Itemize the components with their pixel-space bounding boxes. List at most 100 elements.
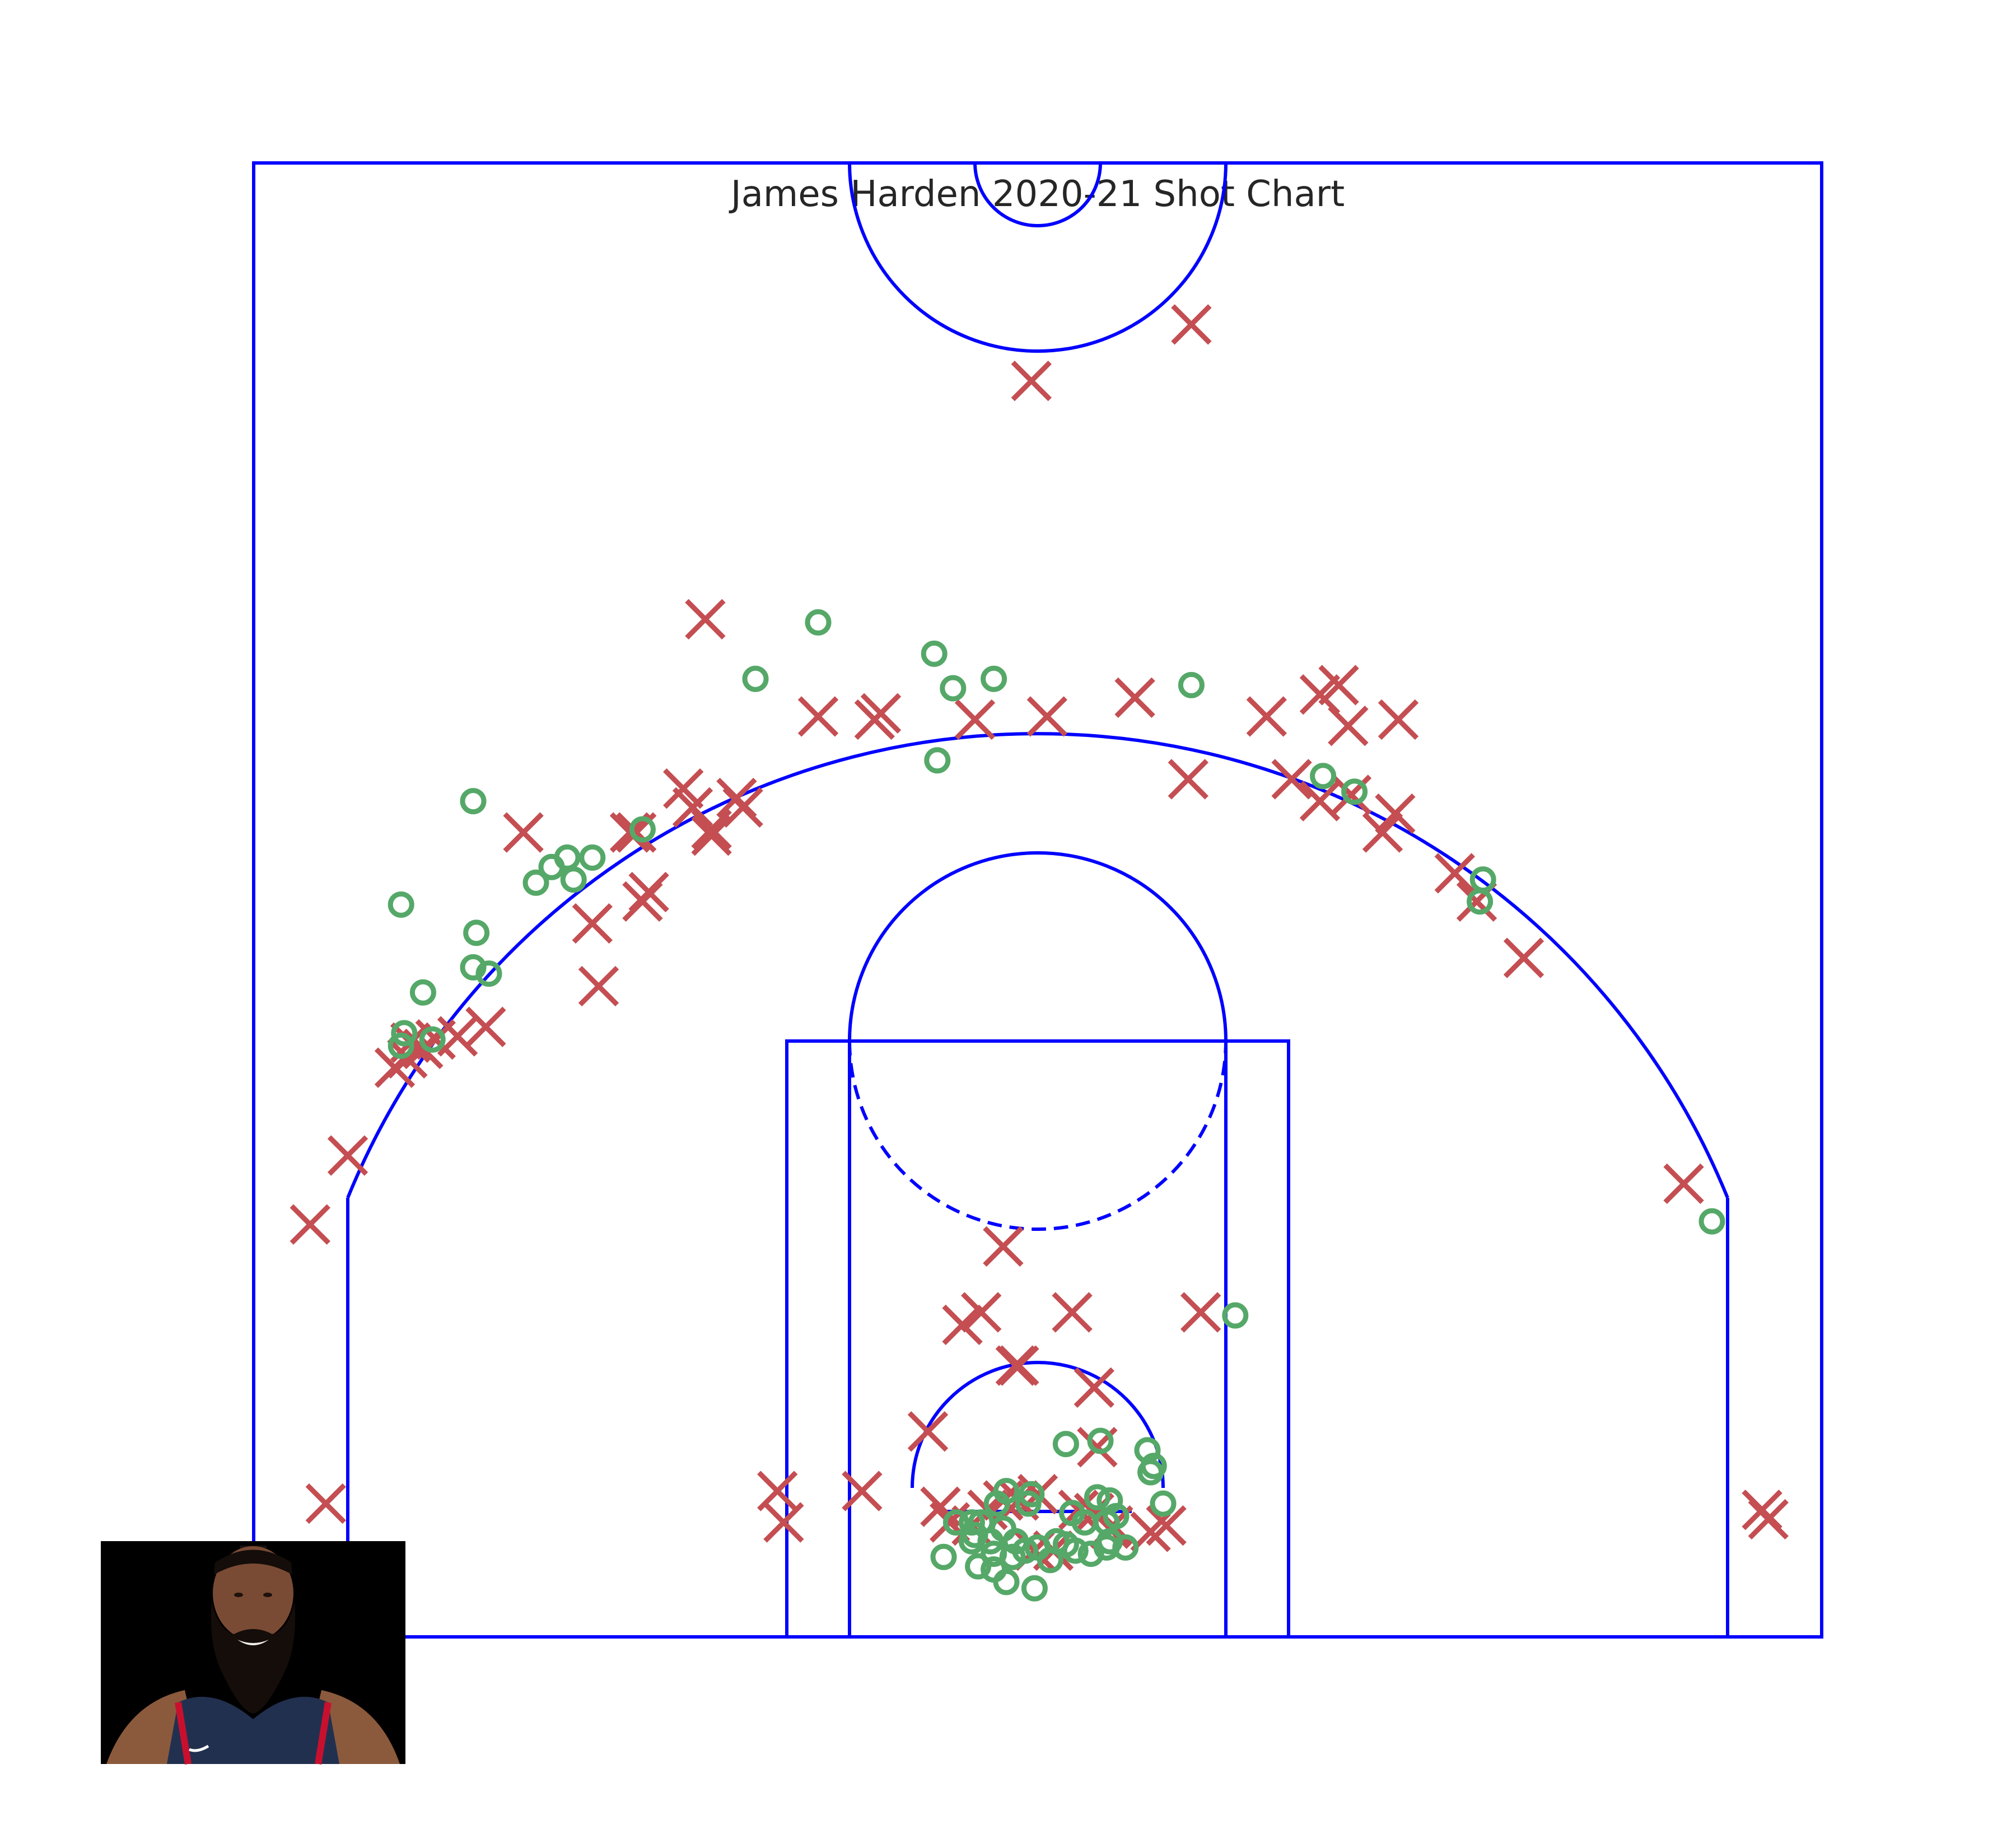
missed-shot-marker	[757, 1471, 798, 1511]
missed-shot-marker	[691, 815, 732, 856]
missed-shot-marker	[305, 1483, 346, 1524]
missed-shot-marker	[842, 1471, 883, 1511]
missed-shot-marker	[1748, 1499, 1789, 1540]
made-shot-marker	[460, 788, 487, 815]
made-shot-marker	[999, 1543, 1026, 1570]
made-shot-marker	[1467, 888, 1494, 915]
missed-shot-marker	[1299, 674, 1341, 715]
missed-shot-marker	[854, 699, 895, 740]
missed-shot-marker	[1503, 937, 1544, 978]
missed-shot-marker	[907, 1411, 949, 1452]
made-shot-marker	[940, 675, 967, 702]
missed-shot-marker	[961, 1292, 1002, 1333]
missed-shot-marker	[983, 1226, 1024, 1267]
made-shot-marker	[965, 1553, 992, 1580]
made-shot-marker	[1052, 1431, 1079, 1458]
made-shot-marker	[560, 866, 587, 893]
made-shot-marker	[1087, 1427, 1114, 1454]
missed-shot-marker	[1011, 361, 1052, 402]
made-shot-marker	[419, 1026, 446, 1053]
made-shot-marker	[924, 747, 951, 774]
missed-shot-marker	[685, 599, 726, 640]
missed-shot-marker	[1434, 853, 1475, 894]
made-shot-marker	[958, 1528, 985, 1555]
missed-shot-marker	[1663, 1163, 1704, 1204]
made-shot-marker	[1103, 1502, 1130, 1529]
missed-shot-marker	[1146, 1505, 1187, 1546]
made-shot-marker	[388, 891, 414, 918]
missed-shot-marker	[1271, 759, 1312, 800]
missed-shot-marker	[998, 1345, 1039, 1386]
made-shot-marker	[1084, 1484, 1110, 1511]
missed-shot-marker	[1378, 699, 1419, 740]
made-shot-marker	[1150, 1490, 1177, 1517]
made-shot-marker	[409, 979, 436, 1006]
missed-shot-marker	[1171, 304, 1212, 345]
made-shot-marker	[1178, 671, 1205, 698]
made-shot-marker	[1222, 1302, 1249, 1329]
made-shot-marker	[388, 1032, 414, 1059]
missed-shot-marker	[578, 965, 619, 1007]
free-throw-top-arc	[848, 851, 1228, 1042]
inner-paint-box	[848, 1039, 1228, 1639]
missed-shot-marker	[1074, 1367, 1114, 1408]
made-shot-marker	[805, 609, 832, 636]
missed-shot-marker	[572, 903, 613, 944]
made-shot-marker	[463, 920, 490, 946]
missed-shot-marker	[942, 1304, 983, 1345]
free-throw-bottom-arc	[848, 1040, 1228, 1231]
made-shot-marker	[981, 1556, 1007, 1583]
missed-shot-marker	[663, 768, 704, 809]
missed-shot-marker	[503, 812, 544, 853]
missed-shot-marker	[797, 696, 839, 737]
made-shot-marker	[538, 853, 565, 880]
missed-shot-marker	[622, 881, 663, 922]
chart-title: James Harden 2020-21 Shot Chart	[729, 174, 1345, 215]
player-photo	[101, 1541, 405, 1765]
center-court-outer-arc	[848, 162, 1228, 353]
made-shot-marker	[1015, 1490, 1042, 1517]
made-shot-marker	[942, 1509, 969, 1536]
missed-shot-marker	[1375, 793, 1416, 834]
made-shot-marker	[1341, 778, 1368, 805]
made-shot-marker	[522, 869, 549, 896]
missed-shot-marker	[672, 787, 713, 828]
made-shot-marker	[983, 1490, 1010, 1517]
missed-shot-marker	[763, 1502, 804, 1543]
made-shot-marker	[1310, 763, 1337, 790]
three-point-arc	[346, 732, 1729, 1199]
made-shots-series	[328, 609, 1725, 1655]
missed-shot-marker	[290, 1204, 330, 1245]
missed-shot-marker	[1318, 665, 1359, 706]
made-shot-marker	[742, 665, 769, 692]
missed-shot-marker	[465, 1006, 506, 1047]
made-shot-marker	[990, 1515, 1016, 1542]
missed-shot-marker	[954, 699, 996, 740]
missed-shots-series	[290, 304, 1789, 1656]
missed-shot-marker	[1180, 1292, 1221, 1333]
made-shot-marker	[391, 1020, 418, 1047]
missed-shot-marker	[1299, 781, 1341, 822]
made-shot-marker	[1021, 1575, 1048, 1602]
made-shot-marker	[1012, 1537, 1039, 1564]
missed-shot-marker	[327, 1135, 368, 1176]
missed-shot-marker	[1362, 812, 1403, 853]
made-shot-marker	[629, 816, 656, 843]
missed-shot-marker	[1168, 759, 1208, 800]
missed-shot-marker	[1246, 696, 1287, 737]
missed-shot-marker	[1114, 677, 1155, 718]
made-shot-marker	[993, 1569, 1020, 1595]
made-shot-marker	[1112, 1534, 1139, 1561]
made-shot-marker	[930, 1543, 957, 1570]
missed-shot-marker	[1052, 1292, 1093, 1333]
made-shot-marker	[475, 960, 502, 987]
made-shot-marker	[1077, 1541, 1104, 1567]
missed-shot-marker	[1026, 696, 1067, 737]
made-shot-marker	[1043, 1528, 1070, 1555]
made-shot-marker	[1137, 1459, 1164, 1486]
made-shot-marker	[579, 844, 606, 871]
made-shot-marker	[1698, 1208, 1725, 1235]
made-shot-marker	[981, 665, 1007, 692]
made-shot-marker	[460, 954, 487, 981]
